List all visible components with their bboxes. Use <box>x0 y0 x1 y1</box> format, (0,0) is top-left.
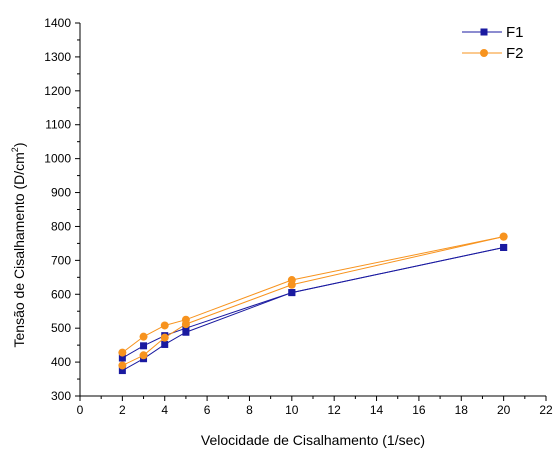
data-point-f1 <box>182 328 190 336</box>
legend-marker-f1 <box>480 28 488 36</box>
y-axis-label: Tensão de Cisalhamento (D/cm2) <box>10 143 27 348</box>
data-point-f1 <box>140 342 148 350</box>
data-point-f2 <box>118 348 127 357</box>
data-point-f2 <box>287 276 296 285</box>
data-point-f1 <box>118 354 126 362</box>
x-tick-label: 10 <box>285 403 299 417</box>
x-tick-label: 8 <box>246 403 253 417</box>
data-point-f1 <box>161 340 169 348</box>
data-point-f1 <box>288 289 296 297</box>
series-line-f2 <box>122 236 504 353</box>
x-tick-label: 16 <box>412 403 426 417</box>
y-tick-label: 1000 <box>44 152 71 166</box>
x-tick-label: 6 <box>204 403 211 417</box>
legend-label-f2: F2 <box>506 45 524 62</box>
x-tick-label: 22 <box>539 403 553 417</box>
axes <box>79 23 546 397</box>
y-tick-label: 1200 <box>44 84 71 98</box>
x-axis-label: Velocidade de Cisalhamento (1/sec) <box>201 432 425 448</box>
y-tick-label: 400 <box>51 355 71 369</box>
ticks: 0 2 4 6 8 10 12 14 16 18 20 22 300 400 500 600 700 800 900… <box>44 16 553 417</box>
y-tick-label: 1400 <box>44 16 71 30</box>
plot-area <box>118 232 508 375</box>
data-point-f1 <box>118 367 126 375</box>
y-tick-label: 300 <box>51 389 71 403</box>
x-tick-label: 14 <box>370 403 384 417</box>
y-tick-label: 800 <box>51 219 71 233</box>
x-tick-label: 2 <box>119 403 126 417</box>
y-tick-label: 1300 <box>44 50 71 64</box>
y-tick-label: 900 <box>51 186 71 200</box>
y-axis-label-superscript: 2 <box>10 147 20 152</box>
series-line-f1 <box>122 246 504 359</box>
data-point-f1 <box>182 324 190 332</box>
series-line-f1 <box>122 246 504 372</box>
y-tick-label: 600 <box>51 287 71 301</box>
data-point-f2 <box>181 315 190 324</box>
x-tick-label: 12 <box>328 403 342 417</box>
y-tick-label: 700 <box>51 253 71 267</box>
data-point-f2 <box>118 361 127 370</box>
x-tick-label: 4 <box>161 403 168 417</box>
y-tick-label: 1100 <box>45 118 71 132</box>
x-tick-label: 0 <box>77 403 84 417</box>
data-point-f1 <box>500 243 508 251</box>
data-point-f2 <box>160 321 169 330</box>
legend-label-f1: F1 <box>506 24 524 41</box>
data-point-f2 <box>139 332 148 341</box>
data-point-f2 <box>139 351 148 360</box>
legend-marker-f2 <box>480 49 488 57</box>
x-tick-label: 20 <box>497 403 511 417</box>
data-point-f2 <box>160 333 169 342</box>
y-axis-label-end: ) <box>11 143 27 148</box>
y-tick-label: 500 <box>51 321 71 335</box>
series-line-f2 <box>122 236 504 366</box>
data-point-f2 <box>499 232 508 241</box>
y-axis-label-main: Tensão de Cisalhamento (D/cm <box>11 152 27 347</box>
x-tick-label: 18 <box>455 403 469 417</box>
